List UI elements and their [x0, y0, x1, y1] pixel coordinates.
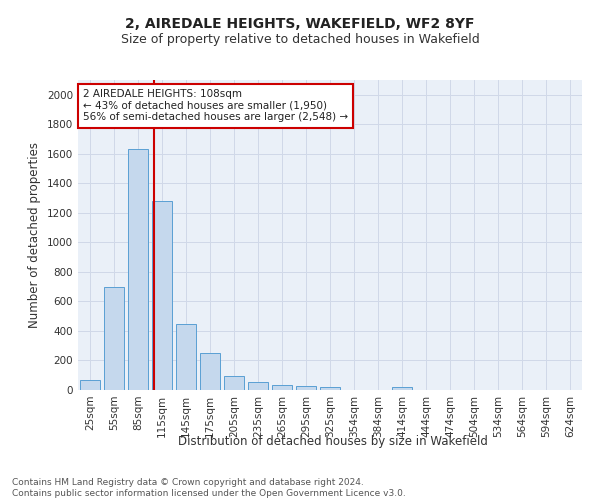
Text: 2, AIREDALE HEIGHTS, WAKEFIELD, WF2 8YF: 2, AIREDALE HEIGHTS, WAKEFIELD, WF2 8YF: [125, 18, 475, 32]
Bar: [176, 324, 196, 390]
Bar: [320, 388, 340, 390]
Text: Size of property relative to detached houses in Wakefield: Size of property relative to detached ho…: [121, 32, 479, 46]
Bar: [248, 382, 268, 390]
Text: 2 AIREDALE HEIGHTS: 108sqm
← 43% of detached houses are smaller (1,950)
56% of s: 2 AIREDALE HEIGHTS: 108sqm ← 43% of deta…: [83, 90, 348, 122]
Bar: [296, 386, 316, 390]
Bar: [272, 385, 292, 390]
Bar: [128, 150, 148, 390]
Y-axis label: Number of detached properties: Number of detached properties: [28, 142, 41, 328]
Bar: [200, 353, 220, 390]
Bar: [224, 376, 244, 390]
Bar: [392, 387, 412, 390]
Bar: [80, 380, 100, 390]
Bar: [104, 286, 124, 390]
Bar: [152, 201, 172, 390]
Text: Contains HM Land Registry data © Crown copyright and database right 2024.
Contai: Contains HM Land Registry data © Crown c…: [12, 478, 406, 498]
Text: Distribution of detached houses by size in Wakefield: Distribution of detached houses by size …: [178, 435, 488, 448]
